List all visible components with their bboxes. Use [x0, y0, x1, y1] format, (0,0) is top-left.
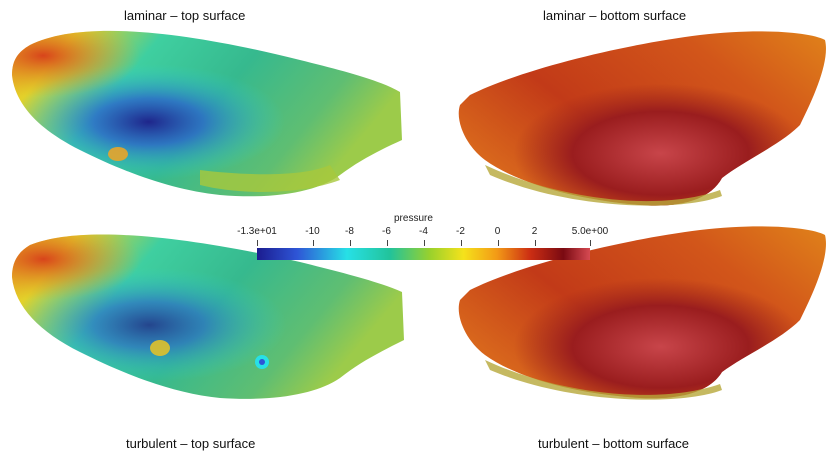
colorbar-tick-label: 2 — [531, 226, 538, 237]
laminar-bottom-wing — [458, 31, 826, 206]
panel-title-turbulent-bottom: turbulent – bottom surface — [538, 436, 690, 451]
colorbar-tick-mark — [497, 240, 499, 246]
colorbar-tick-label: -8 — [345, 226, 354, 237]
colorbar-tick-mark — [534, 240, 536, 246]
colorbar-tick-label: -6 — [382, 226, 391, 237]
colorbar-tick-label: 0 — [494, 226, 501, 237]
panel-title-laminar-bottom: laminar – bottom surface — [543, 8, 687, 23]
colorbar-tick-label: -2 — [456, 226, 465, 237]
colorbar-tick-mark — [460, 240, 462, 246]
colorbar-title: pressure — [394, 213, 433, 224]
turbulent-top-wing — [12, 234, 404, 399]
turbulent-bottom-wing — [458, 226, 826, 400]
colorbar-tick-mark — [590, 240, 591, 246]
colorbar-tick-mark — [349, 240, 351, 246]
colorbar-tick-mark — [312, 240, 314, 246]
panel-title-turbulent-top: turbulent – top surface — [126, 436, 256, 451]
colorbar-tick-mark — [386, 240, 388, 246]
colorbar-tick-label: -10 — [305, 226, 320, 237]
laminar-top-wing — [12, 30, 402, 197]
colorbar-tick-label: -4 — [419, 226, 428, 237]
colorbar-tick-mark — [423, 240, 425, 246]
panel-title-laminar-top: laminar – top surface — [124, 8, 246, 23]
colorbar-gradient — [257, 248, 590, 260]
colorbar-tick-mark — [257, 240, 258, 246]
colorbar-tick-label: 5.0e+00 — [571, 226, 609, 237]
colorbar-tick-label: -1.3e+01 — [237, 226, 277, 237]
